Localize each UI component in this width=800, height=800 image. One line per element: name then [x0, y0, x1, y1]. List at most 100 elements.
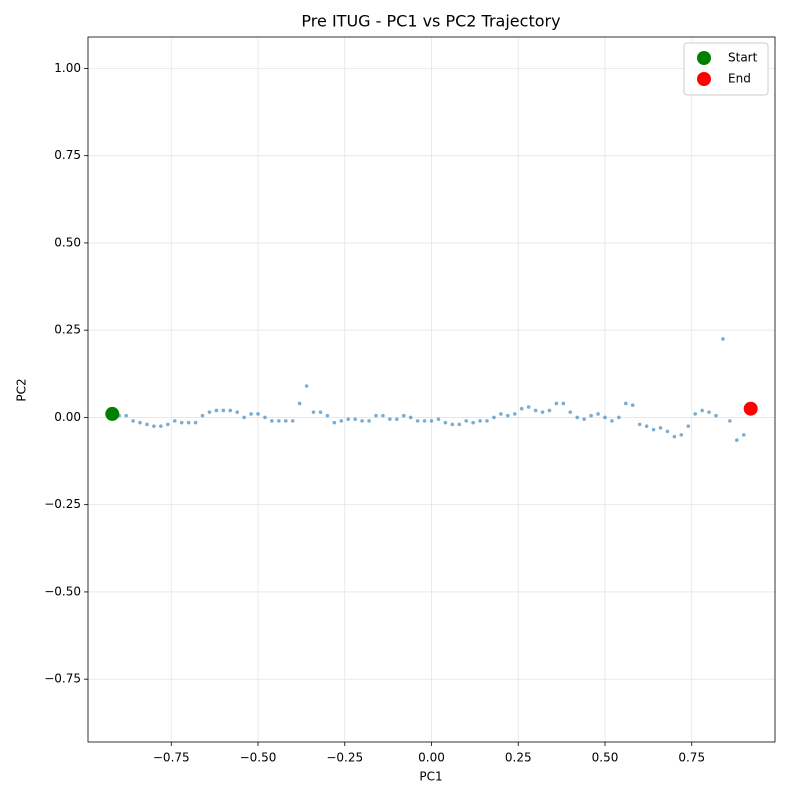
- point: [533, 408, 538, 413]
- y-tick-label: 0.75: [54, 148, 81, 162]
- point: [131, 419, 135, 423]
- point: [519, 406, 524, 411]
- point: [450, 422, 455, 427]
- point: [637, 422, 642, 427]
- point: [401, 413, 406, 418]
- point: [707, 410, 711, 414]
- point: [624, 401, 628, 406]
- point: [263, 415, 267, 420]
- point: [360, 419, 364, 423]
- point: [353, 417, 357, 421]
- point: [728, 419, 732, 423]
- point: [138, 420, 142, 425]
- point: [290, 419, 295, 423]
- point: [200, 413, 205, 418]
- point: [408, 415, 413, 420]
- y-tick-label: −0.75: [44, 672, 81, 686]
- point: [512, 412, 517, 416]
- marker: [743, 401, 758, 416]
- x-tick-label: 0.25: [505, 751, 532, 765]
- point: [610, 419, 614, 423]
- point: [582, 417, 586, 421]
- point: [277, 419, 281, 423]
- chart-title: Pre ITUG - PC1 vs PC2 Trajectory: [301, 12, 560, 31]
- y-tick-label: −0.50: [44, 584, 81, 598]
- legend-marker: [697, 72, 711, 86]
- y-tick-label: 0.00: [54, 410, 81, 424]
- point: [547, 408, 552, 413]
- point: [415, 419, 420, 423]
- point: [499, 412, 503, 416]
- point: [686, 424, 691, 428]
- point: [124, 413, 128, 418]
- point: [332, 420, 337, 425]
- point: [672, 434, 677, 439]
- point: [554, 401, 559, 406]
- point: [235, 410, 239, 414]
- point: [249, 412, 253, 416]
- point: [526, 405, 531, 409]
- x-tick-label: −0.50: [240, 751, 277, 765]
- plot-frame: [87, 36, 776, 743]
- point: [443, 420, 448, 425]
- legend-label: Start: [728, 51, 758, 65]
- point: [464, 419, 468, 423]
- point: [256, 412, 260, 416]
- x-tick-label: −0.75: [153, 751, 190, 765]
- point: [166, 422, 170, 427]
- point: [630, 403, 635, 408]
- point: [589, 413, 593, 418]
- point: [596, 412, 600, 416]
- point: [721, 337, 725, 341]
- point: [575, 415, 580, 420]
- point: [374, 413, 378, 418]
- point: [651, 427, 656, 432]
- point: [644, 424, 649, 428]
- point: [159, 424, 163, 428]
- point: [617, 415, 621, 420]
- point: [395, 417, 399, 421]
- point: [311, 410, 316, 414]
- point: [561, 401, 566, 406]
- y-tick-label: −0.25: [44, 497, 81, 511]
- point: [735, 438, 739, 442]
- point: [186, 420, 191, 425]
- point: [665, 429, 670, 434]
- legend-label: End: [728, 72, 751, 86]
- point: [478, 419, 482, 423]
- point: [679, 433, 684, 437]
- point: [457, 422, 462, 427]
- legend-marker: [697, 51, 711, 65]
- marker: [105, 406, 120, 421]
- point: [283, 419, 288, 423]
- point: [485, 419, 489, 423]
- point: [339, 419, 344, 423]
- point: [540, 410, 545, 414]
- point: [367, 419, 371, 423]
- point: [603, 415, 607, 420]
- x-axis-label: PC1: [419, 770, 442, 784]
- y-tick-label: 1.00: [54, 61, 81, 75]
- x-tick-label: 0.00: [418, 751, 445, 765]
- point: [422, 419, 427, 423]
- y-tick-label: 0.50: [54, 235, 81, 249]
- point: [568, 410, 573, 414]
- point: [429, 419, 434, 423]
- point: [145, 422, 149, 427]
- point: [179, 420, 184, 425]
- point: [492, 415, 496, 420]
- point: [693, 412, 697, 416]
- point: [207, 410, 212, 414]
- point: [506, 413, 510, 418]
- point: [346, 417, 351, 421]
- point: [270, 419, 274, 423]
- point: [700, 408, 704, 413]
- point: [325, 413, 330, 418]
- point: [658, 426, 663, 430]
- point: [152, 424, 156, 428]
- point: [242, 415, 246, 420]
- y-tick-label: 0.25: [54, 323, 81, 337]
- point: [193, 420, 198, 425]
- point: [318, 410, 323, 414]
